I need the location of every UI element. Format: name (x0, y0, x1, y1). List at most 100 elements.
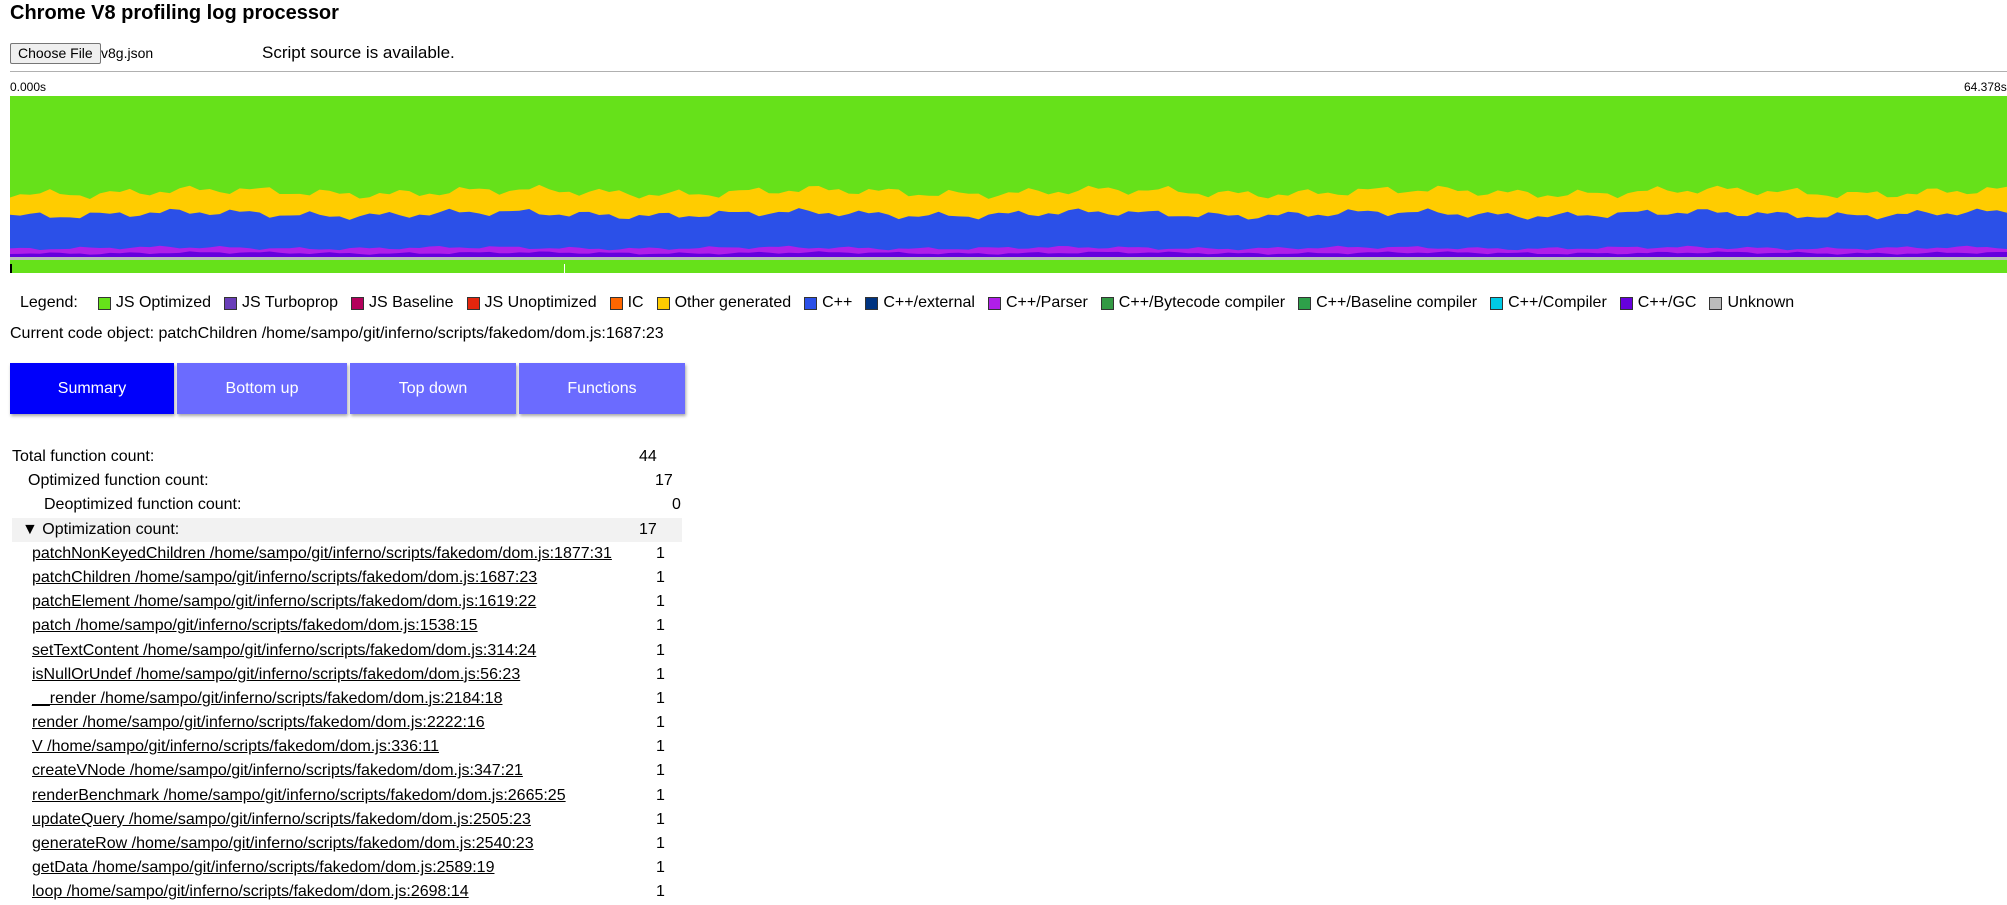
legend-item: C++/GC (1619, 294, 1697, 312)
list-item: patchNonKeyedChildren /home/sampo/git/in… (12, 542, 682, 566)
current-code-object: Current code object: patchChildren /home… (10, 325, 664, 342)
function-optimization-count: 1 (656, 617, 665, 635)
function-optimization-count: 1 (656, 738, 665, 756)
legend-label: Legend: (20, 294, 78, 311)
function-link[interactable]: renderBenchmark /home/sampo/git/inferno/… (32, 786, 566, 804)
legend-item-label: C++/Bytecode compiler (1118, 294, 1286, 311)
tab-bottom-up[interactable]: Bottom up (177, 363, 347, 414)
function-link[interactable]: patchElement /home/sampo/git/inferno/scr… (32, 593, 537, 611)
function-link[interactable]: render /home/sampo/git/inferno/scripts/f… (32, 714, 485, 732)
function-link[interactable]: V /home/sampo/git/inferno/scripts/fakedo… (32, 738, 440, 756)
function-optimization-count: 1 (656, 544, 665, 562)
function-link[interactable]: loop /home/sampo/git/inferno/scripts/fak… (32, 883, 469, 901)
function-link[interactable]: patchChildren /home/sampo/git/inferno/sc… (32, 568, 538, 586)
legend-swatch (1709, 296, 1723, 310)
function-link[interactable]: generateRow /home/sampo/git/inferno/scri… (32, 835, 534, 852)
list-item: updateQuery /home/sampo/git/inferno/scri… (12, 808, 682, 832)
list-item: V /home/sampo/git/inferno/scripts/fakedo… (12, 735, 682, 759)
function-optimization-count: 1 (656, 883, 665, 901)
legend-item: JS Optimized (97, 294, 211, 312)
legend-item: JS Unoptimized (466, 294, 597, 312)
optimization-count-value: 17 (639, 520, 657, 538)
legend-swatch (804, 296, 818, 310)
function-link[interactable]: updateQuery /home/sampo/git/inferno/scri… (32, 810, 531, 828)
function-optimization-count: 1 (656, 665, 665, 683)
timeline-start-label: 0.000s (10, 80, 47, 94)
function-link[interactable]: setTextContent /home/sampo/git/inferno/s… (32, 641, 537, 659)
legend-swatch (351, 296, 365, 310)
legend-swatch (466, 296, 480, 310)
optimized-function-count-value: 17 (655, 472, 673, 490)
list-item: loop /home/sampo/git/inferno/scripts/fak… (12, 880, 682, 904)
function-optimization-count: 1 (656, 568, 665, 586)
function-optimization-count: 1 (656, 859, 665, 877)
legend-item-label: C++/Compiler (1508, 294, 1607, 311)
legend-item-label: C++ (822, 294, 853, 311)
function-optimization-count: 1 (656, 689, 665, 707)
summary-row-deoptimized: Deoptimized function count: 0 (12, 493, 682, 517)
tab-summary[interactable]: Summary (10, 363, 174, 414)
list-item: render /home/sampo/git/inferno/scripts/f… (12, 711, 682, 735)
summary-row-optimized: Optimized function count: 17 (12, 469, 682, 493)
function-optimization-count: 1 (656, 762, 665, 780)
legend-swatch (1100, 296, 1114, 310)
list-item: generateRow /home/sampo/git/inferno/scri… (12, 832, 682, 856)
list-item: isNullOrUndef /home/sampo/git/inferno/sc… (12, 663, 682, 687)
legend-swatch (865, 296, 879, 310)
legend-swatch (1298, 296, 1312, 310)
summary-row-total: Total function count: 44 (12, 445, 682, 469)
legend-item-label: C++/GC (1637, 294, 1697, 311)
legend-item-label: C++/Baseline compiler (1316, 294, 1478, 311)
legend-item: C++/external (865, 294, 975, 312)
function-link[interactable]: patch /home/sampo/git/inferno/scripts/fa… (32, 617, 478, 635)
timeline-cursor[interactable] (10, 264, 12, 273)
function-link[interactable]: isNullOrUndef /home/sampo/git/inferno/sc… (32, 665, 521, 683)
tab-top-down[interactable]: Top down (350, 363, 516, 414)
legend-item-label: JS Turboprop (241, 294, 339, 311)
function-optimization-count: 1 (656, 786, 665, 804)
list-item: setTextContent /home/sampo/git/inferno/s… (12, 639, 682, 663)
function-link[interactable]: __render /home/sampo/git/inferno/scripts… (32, 689, 503, 707)
optimization-count-toggle[interactable]: ▼ Optimization count: 17 (12, 517, 682, 542)
legend-item: C++/Baseline compiler (1298, 294, 1477, 312)
timeline-chart[interactable] (10, 96, 2007, 273)
page-title: Chrome V8 profiling log processor (10, 2, 339, 24)
legend-item: C++/Parser (987, 294, 1088, 312)
legend-item-label: JS Baseline (369, 294, 454, 311)
legend-swatch (1490, 296, 1504, 310)
legend-item: IC (609, 294, 644, 312)
deoptimized-function-count-label: Deoptimized function count: (44, 496, 242, 514)
legend-item: C++ (804, 294, 852, 312)
list-item: __render /home/sampo/git/inferno/scripts… (12, 687, 682, 711)
optimized-function-count-label: Optimized function count: (28, 472, 209, 490)
function-link[interactable]: getData /home/sampo/git/inferno/scripts/… (32, 859, 495, 877)
function-optimization-count: 1 (656, 835, 665, 852)
timeline-base-strip (10, 260, 2007, 273)
legend-item-label: Other generated (674, 294, 792, 311)
function-optimization-count: 1 (656, 810, 665, 828)
function-link[interactable]: createVNode /home/sampo/git/inferno/scri… (32, 762, 523, 780)
legend-item: JS Baseline (351, 294, 454, 312)
selected-file-name: v8g.json (101, 45, 154, 61)
timeline-stacked-area[interactable] (10, 96, 2007, 273)
legend-swatch (1619, 296, 1633, 310)
list-item: patchChildren /home/sampo/git/inferno/sc… (12, 566, 682, 590)
source-status-text: Script source is available. (262, 43, 455, 62)
view-tabs: Summary Bottom up Top down Functions (10, 363, 688, 414)
legend-swatch (656, 296, 670, 310)
legend-item-label: Unknown (1727, 294, 1795, 311)
legend-item: JS Turboprop (223, 294, 339, 312)
tab-functions[interactable]: Functions (519, 363, 685, 414)
optimized-function-list: patchNonKeyedChildren /home/sampo/git/in… (12, 542, 682, 905)
optimization-count-label: ▼ Optimization count: (22, 520, 180, 538)
legend-item-label: IC (627, 294, 644, 311)
deoptimized-function-count-value: 0 (672, 496, 681, 514)
timeline-marker (564, 264, 565, 273)
function-optimization-count: 1 (656, 641, 665, 659)
list-item: renderBenchmark /home/sampo/git/inferno/… (12, 784, 682, 808)
function-link[interactable]: patchNonKeyedChildren /home/sampo/git/in… (32, 544, 612, 562)
timeline-end-label: 64.378s (1964, 80, 2007, 94)
legend-swatch (223, 296, 237, 310)
legend-item: C++/Bytecode compiler (1100, 294, 1286, 312)
choose-file-button[interactable]: Choose File (10, 43, 101, 64)
